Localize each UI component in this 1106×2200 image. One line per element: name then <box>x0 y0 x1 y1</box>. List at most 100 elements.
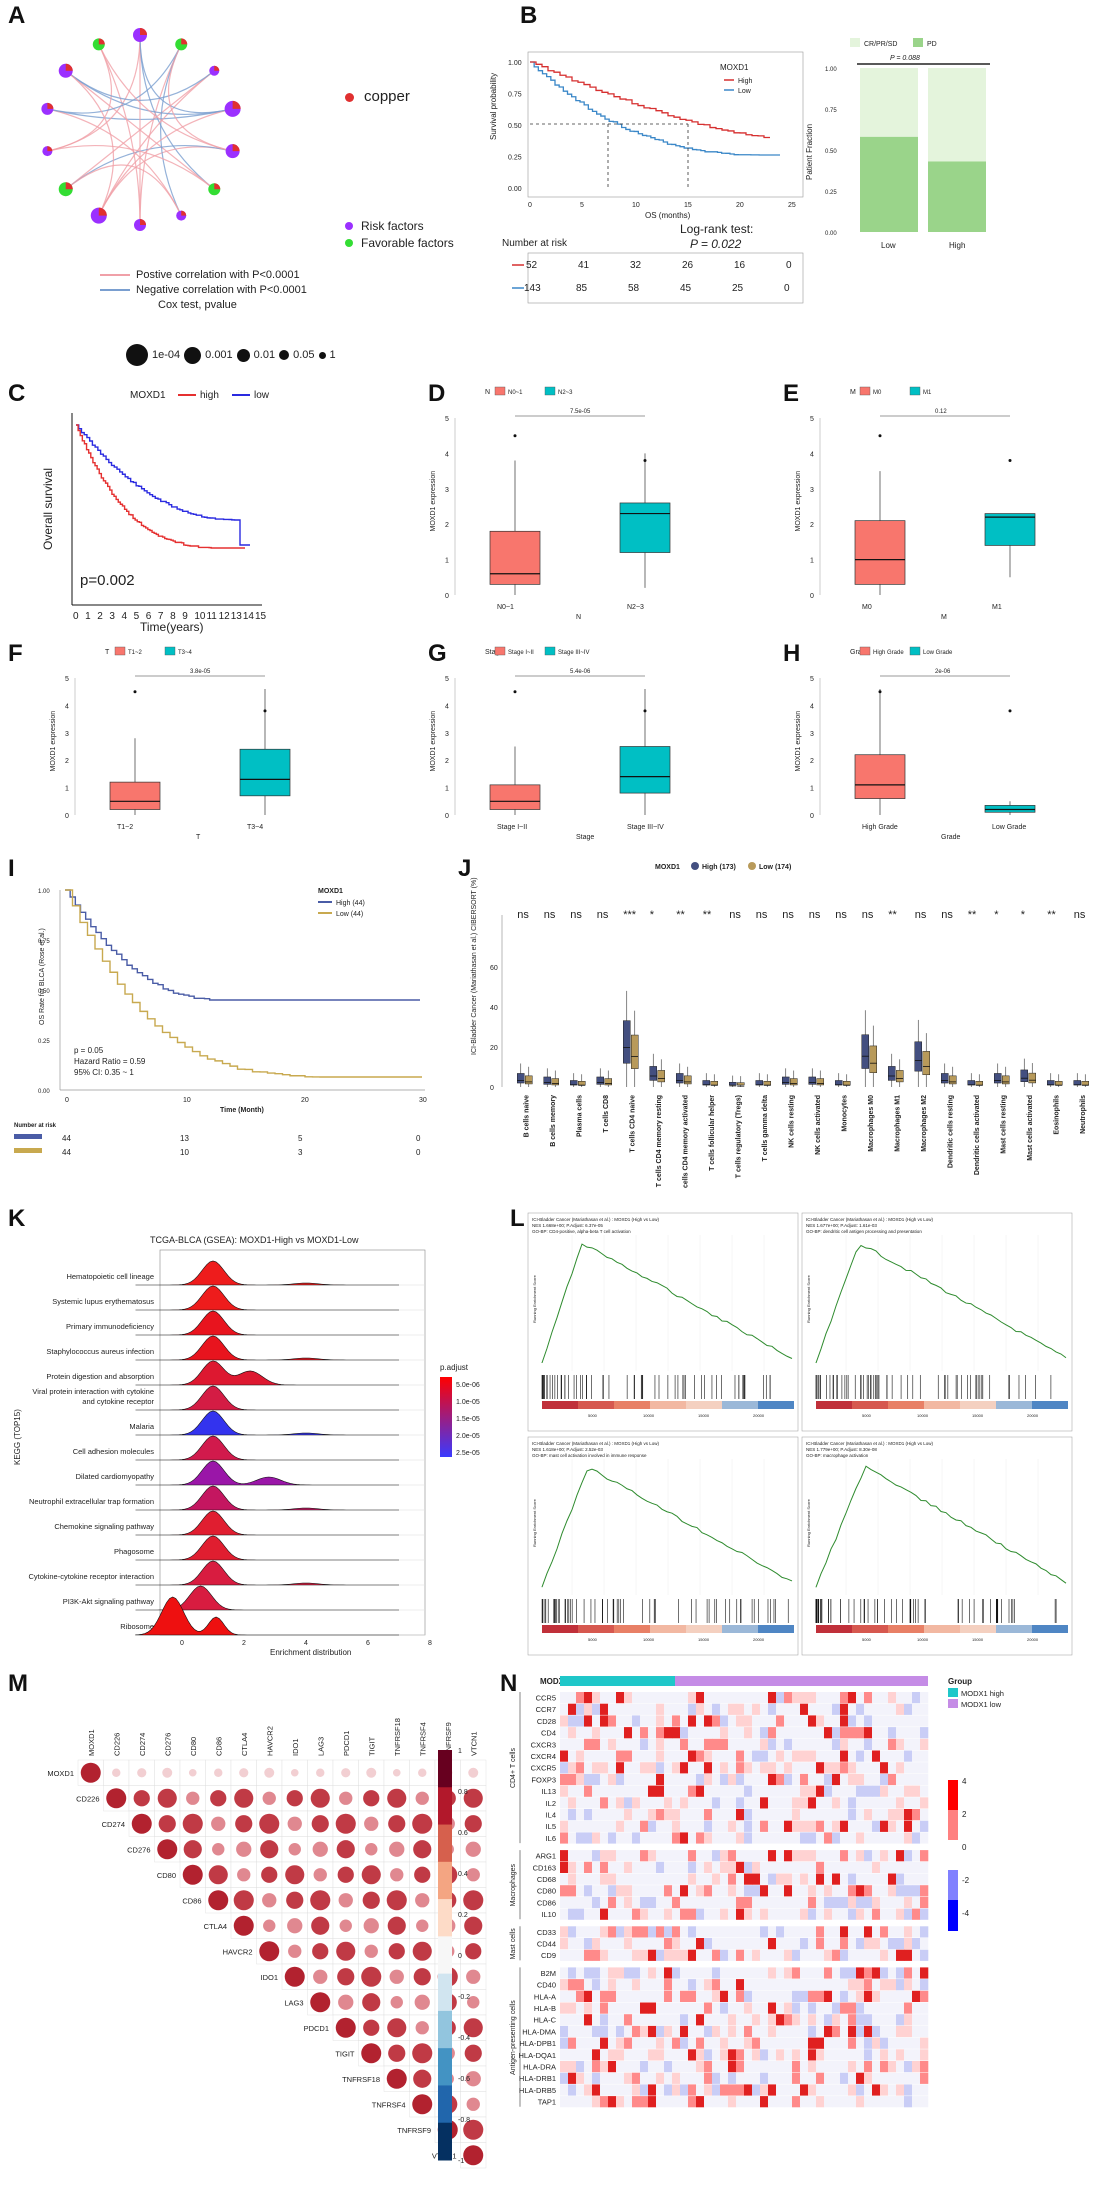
heatmap-cell <box>776 1979 785 1991</box>
heatmap-cell <box>872 2002 881 2014</box>
corr-circle <box>162 1767 173 1778</box>
heatmap-cell <box>880 2014 889 2026</box>
heatmap-cell <box>616 1861 625 1873</box>
corr-cell <box>230 1759 257 1786</box>
corr-circle <box>415 1791 429 1805</box>
x-tick: 20000 <box>1027 1413 1039 1418</box>
heatmap-cell <box>776 2049 785 2061</box>
bar-y-tick: 0.50 <box>825 149 837 155</box>
box-body <box>517 1073 525 1084</box>
heatmap-cell <box>680 1750 689 1762</box>
panel-label-c: C <box>8 380 26 407</box>
km-legend-low: Low <box>738 88 752 95</box>
heatmap-cell <box>632 2096 641 2108</box>
heatmap-cell <box>728 1738 737 1750</box>
y-tick: 0 <box>65 813 69 820</box>
heatmap-cell <box>720 1938 729 1950</box>
colorbar-tick: 1 <box>458 1748 462 1755</box>
heatmap-cell <box>800 2049 809 2061</box>
x-tick: 0 <box>73 611 79 622</box>
heatmap-cell <box>816 1908 825 1920</box>
heatmap-cell <box>656 1785 665 1797</box>
network-edge <box>65 70 215 101</box>
heatmap-cell <box>912 1785 921 1797</box>
corr-circle <box>463 1890 484 1911</box>
heatmap-cell <box>696 2084 705 2096</box>
corr-diag-circle <box>208 1890 229 1911</box>
heatmap-cell <box>848 1896 857 1909</box>
heatmap-cell <box>880 1938 889 1950</box>
heatmap-cell <box>752 1926 761 1938</box>
heatmap-cell <box>672 2084 681 2096</box>
heatmap-cell <box>904 1926 913 1938</box>
corr-circle <box>186 1791 200 1805</box>
corr-circle <box>363 1790 380 1807</box>
corr-circle <box>214 1768 223 1777</box>
heatmap-cell <box>904 2025 913 2038</box>
heatmap-cell <box>696 1738 705 1750</box>
corr-circle <box>389 1841 405 1857</box>
heatmap-cell <box>672 1797 681 1809</box>
y-tick: 2 <box>445 758 449 765</box>
logrank-text: Log-rank test: P = 0.022 <box>680 222 753 252</box>
heatmap-cell <box>864 2002 873 2014</box>
heatmap-cell <box>896 2025 905 2038</box>
signif-label: ns <box>1074 909 1086 921</box>
gsea-rank-bar <box>960 1625 996 1633</box>
heatmap-cell <box>824 2072 833 2084</box>
heatmap-cell <box>744 2061 753 2073</box>
y-axis-label: Running Enrichment Score <box>806 1498 811 1547</box>
heatmap-cell <box>616 1809 625 1821</box>
heatmap-cell <box>920 1773 929 1786</box>
heatmap-cell <box>824 1861 833 1873</box>
heatmap-cell <box>920 2096 929 2108</box>
heatmap-cell <box>648 1990 657 2002</box>
heatmap-cell <box>608 1750 617 1762</box>
heatmap-cell <box>872 1832 881 1844</box>
box-body <box>657 1070 665 1083</box>
heatmap-cell <box>920 1832 929 1844</box>
heatmap-cell <box>896 1908 905 1920</box>
heatmap-cell <box>920 2072 929 2084</box>
heatmap-cell <box>752 2014 761 2026</box>
heatmap-cell <box>816 1979 825 1991</box>
heatmap-cell <box>616 1938 625 1950</box>
heatmap-cell <box>752 1809 761 1821</box>
heatmap-cell <box>688 2072 697 2084</box>
heatmap-cell <box>640 1692 649 1704</box>
gene-label: HLA-A <box>534 1992 556 2001</box>
panel-a: A copper Risk factors Favorable factors … <box>0 0 540 375</box>
heatmap-cell <box>824 2014 833 2026</box>
heatmap-cell <box>616 1703 625 1715</box>
heatmap-cell <box>728 1820 737 1832</box>
heatmap-cell <box>768 1809 777 1821</box>
corr-circle <box>310 1890 331 1911</box>
heatmap-cell <box>760 2049 769 2061</box>
y-tick: 0 <box>445 593 449 600</box>
heatmap-cell <box>768 1773 777 1786</box>
heatmap-cell <box>784 2014 793 2026</box>
heatmap-cell <box>712 2002 721 2014</box>
heatmap-cell <box>600 1885 609 1897</box>
heatmap-cell <box>912 1703 921 1715</box>
corr-circle <box>366 1767 377 1778</box>
heatmap-cell <box>704 1773 713 1786</box>
heatmap-cell <box>768 1762 777 1774</box>
heatmap-cell <box>696 1979 705 1991</box>
heatmap-cell <box>624 1703 633 1715</box>
heatmap-cell <box>808 1967 817 1979</box>
gsea-title: ICI-Bladder Cancer (Mariathasan et al.) … <box>532 1217 660 1222</box>
heatmap-cell <box>656 2014 665 2026</box>
heatmap-cell <box>848 1727 857 1739</box>
heatmap-cell <box>808 2049 817 2061</box>
y-axis-label: MOXD1 expression <box>50 711 57 772</box>
risk-dot-icon <box>345 222 353 230</box>
heatmap-cell <box>568 1832 577 1844</box>
heatmap-cell <box>752 2061 761 2073</box>
heatmap-cell <box>800 2072 809 2084</box>
heatmap-cell <box>712 1715 721 1727</box>
heatmap-cell <box>632 2072 641 2084</box>
heatmap-cell <box>856 1949 865 1961</box>
heatmap-cell <box>720 1885 729 1897</box>
heatmap-cell <box>840 1908 849 1920</box>
